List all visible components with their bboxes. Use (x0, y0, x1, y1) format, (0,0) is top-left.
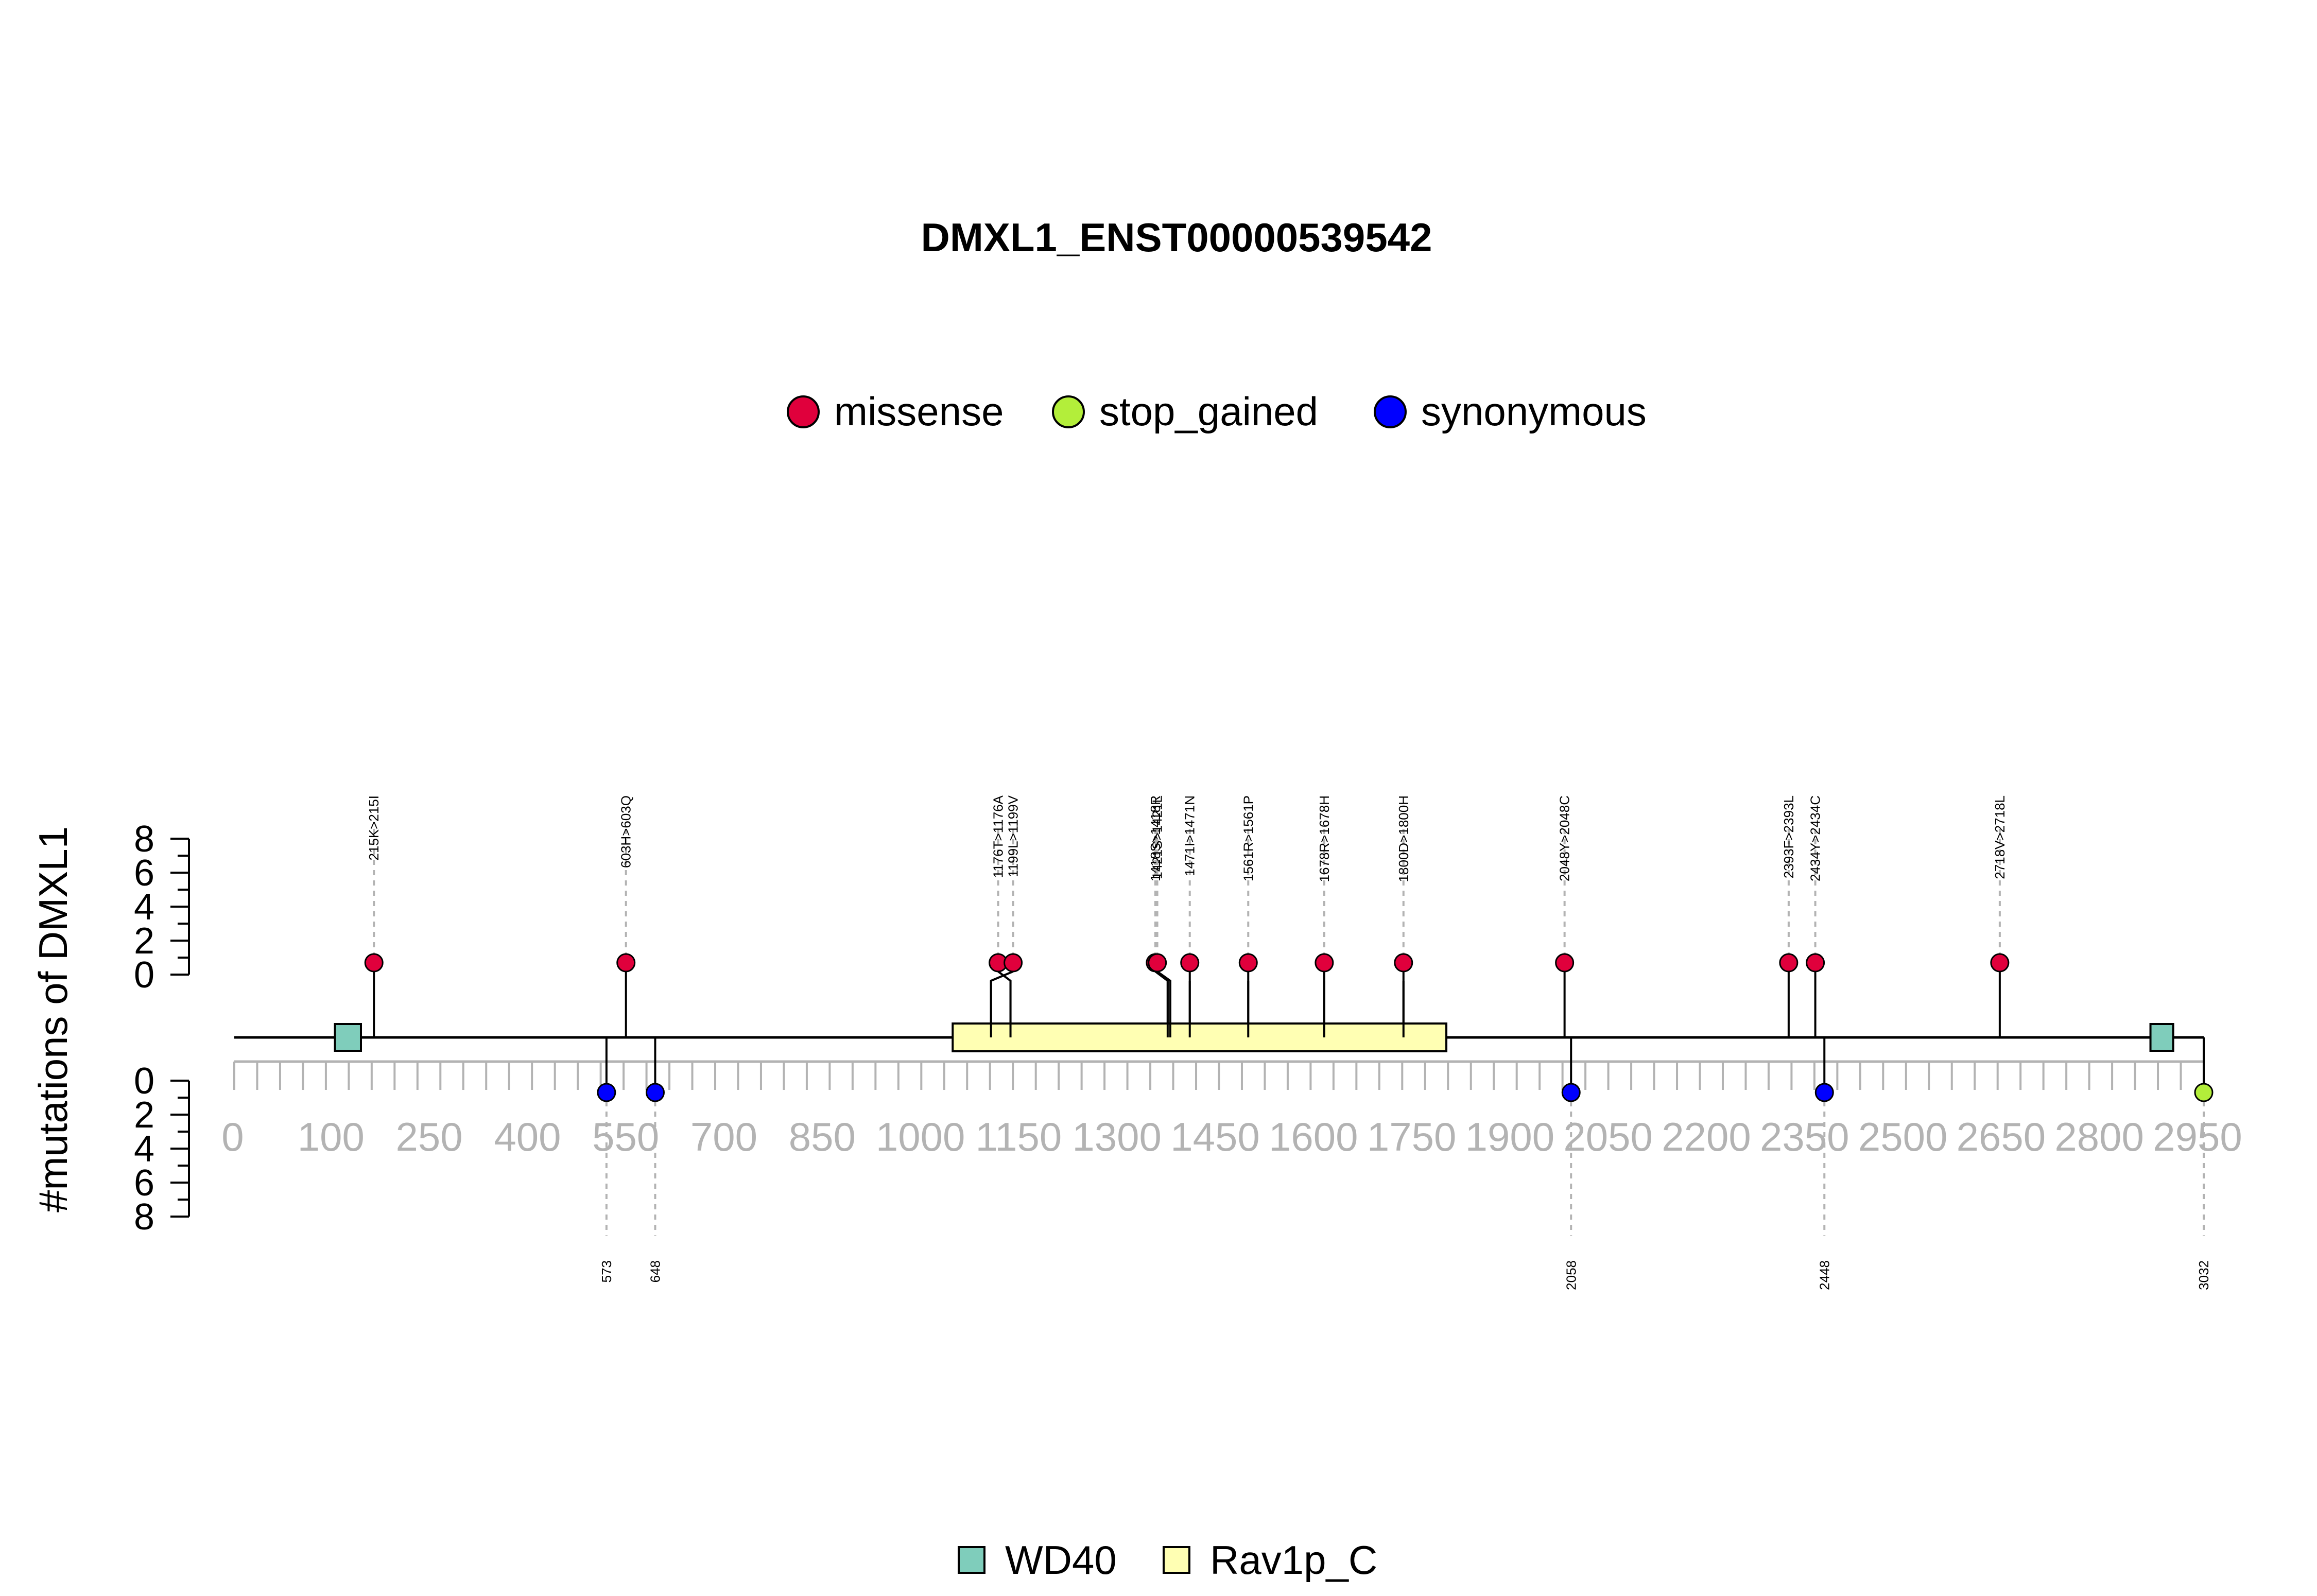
x-tick-label: 1900 (1465, 1114, 1555, 1159)
top-y-tick-label: 4 (134, 887, 154, 928)
mutation-point (364, 953, 384, 973)
bottom-y-tick-label: 0 (134, 1061, 154, 1102)
mutation-label: 1561R>1561P (1240, 795, 1256, 881)
mutation-label: 215K>215I (366, 795, 382, 861)
x-tick-label: 1450 (1170, 1114, 1260, 1159)
x-tick-label: 2500 (1858, 1114, 1948, 1159)
mutation-label: 1199L>1199V (1006, 795, 1021, 877)
mutation-point (1814, 1083, 1834, 1102)
domain-wd40 (334, 1023, 362, 1052)
mutation-point (2194, 1083, 2214, 1102)
mutation-position-label: 3032 (2196, 1260, 2211, 1290)
x-tick-label: 700 (690, 1114, 757, 1159)
x-tick-label: 250 (396, 1114, 463, 1159)
mutation-label: 2048Y>2048C (1557, 795, 1572, 881)
domain-legend-label-wd40: WD40 (1005, 1537, 1117, 1583)
bottom-y-tick-label: 4 (134, 1129, 154, 1170)
mutation-label: 603H>603Q (618, 795, 634, 868)
legend-swatch-synonymous (1374, 395, 1407, 428)
mutation-position-label: 2058 (1563, 1260, 1579, 1290)
x-tick-label: 1750 (1367, 1114, 1457, 1159)
legend-swatch-stop-gained (1052, 395, 1085, 428)
mutation-label: 1471I>1471N (1182, 795, 1198, 876)
mutation-label: 1421S>1421L (1150, 795, 1165, 879)
mutation-label: 1418S>1418R (1148, 795, 1163, 881)
x-tick-label: 2050 (1563, 1114, 1653, 1159)
domain-rav1p-c (952, 1022, 1448, 1052)
legend-swatch-missense (787, 395, 820, 428)
mutation-point (1561, 1083, 1581, 1102)
x-tick-label: 2800 (2054, 1114, 2144, 1159)
x-tick-label: 2200 (1662, 1114, 1751, 1159)
mutation-point (645, 1083, 665, 1102)
mutation-point (597, 1083, 616, 1102)
top-y-tick-label: 0 (134, 955, 154, 996)
x-tick-label: 0 (221, 1114, 244, 1159)
mutation-point (1238, 953, 1258, 973)
y-axis-label: #mutations of DMXL1 (30, 826, 76, 1212)
top-y-tick-label: 8 (134, 819, 154, 860)
mutation-position-label: 648 (647, 1260, 663, 1282)
mutation-point (1990, 953, 2010, 973)
x-axis: 0 100 250 400 550 700 850 1000 1150 1300 1450 1600 1… (221, 1060, 2242, 1159)
mutation-point (1394, 953, 1413, 973)
domain-legend: WD40 Rav1p_C (958, 1537, 1377, 1583)
mutation-label: 2434Y>2434C (1808, 795, 1823, 881)
mutation-point (1315, 953, 1334, 973)
mutation-point (1180, 953, 1200, 973)
domain-wd40 (2149, 1023, 2174, 1052)
mutation-label: 1800D>1800H (1396, 795, 1411, 882)
mutation-point (1555, 953, 1575, 973)
x-tick-label: 550 (592, 1114, 659, 1159)
mutation-position-label: 2448 (1817, 1260, 1832, 1290)
mutation-point (1806, 953, 1825, 973)
mutation-point (1004, 953, 1023, 973)
x-tick-label: 100 (298, 1114, 365, 1159)
top-y-tick-label: 2 (134, 921, 154, 962)
mutation-label: 1176T>1176A (991, 795, 1006, 878)
x-tick-label: 1000 (876, 1114, 965, 1159)
legend-label-stop-gained: stop_gained (1099, 389, 1318, 434)
legend-label-synonymous: synonymous (1421, 389, 1647, 434)
chart-title: DMXL1_ENST00000539542 (921, 215, 1432, 260)
mutation-legend: missense stop_gained synonymous (787, 389, 1647, 434)
top-y-tick-label: 6 (134, 853, 154, 894)
x-tick-label: 1150 (976, 1114, 1062, 1159)
protein-domains (334, 1022, 2174, 1052)
mutation-label: 2718V>2718L (1992, 795, 2008, 879)
x-tick-label: 2350 (1760, 1114, 1849, 1159)
x-tick-label: 400 (494, 1114, 561, 1159)
domain-legend-swatch-wd40 (958, 1546, 985, 1574)
domain-legend-swatch-rav1p-c (1163, 1546, 1190, 1574)
mutation-position-label: 573 (599, 1260, 614, 1282)
mutation-point (1779, 953, 1799, 973)
domain-legend-label-rav1p-c: Rav1p_C (1210, 1537, 1377, 1583)
x-tick-label: 850 (789, 1114, 856, 1159)
x-tick-label: 1600 (1269, 1114, 1358, 1159)
bottom-y-tick-label: 8 (134, 1196, 154, 1238)
mutation-label: 1678R>1678H (1317, 795, 1332, 882)
legend-label-missense: missense (834, 389, 1004, 434)
x-tick-label: 2950 (2153, 1114, 2242, 1159)
bottom-y-tick-label: 2 (134, 1095, 154, 1136)
mutation-lollipops: 215K>215I 603H>603Q 1176T>1176A 1199L>1199V… (364, 795, 2214, 1290)
mutation-label: 2393F>2393L (1781, 795, 1796, 878)
mutation-point (1148, 953, 1167, 973)
bottom-y-tick-label: 6 (134, 1163, 154, 1204)
mutation-point (616, 953, 636, 973)
x-tick-label: 1300 (1072, 1114, 1162, 1159)
x-tick-label: 2650 (1957, 1114, 2046, 1159)
